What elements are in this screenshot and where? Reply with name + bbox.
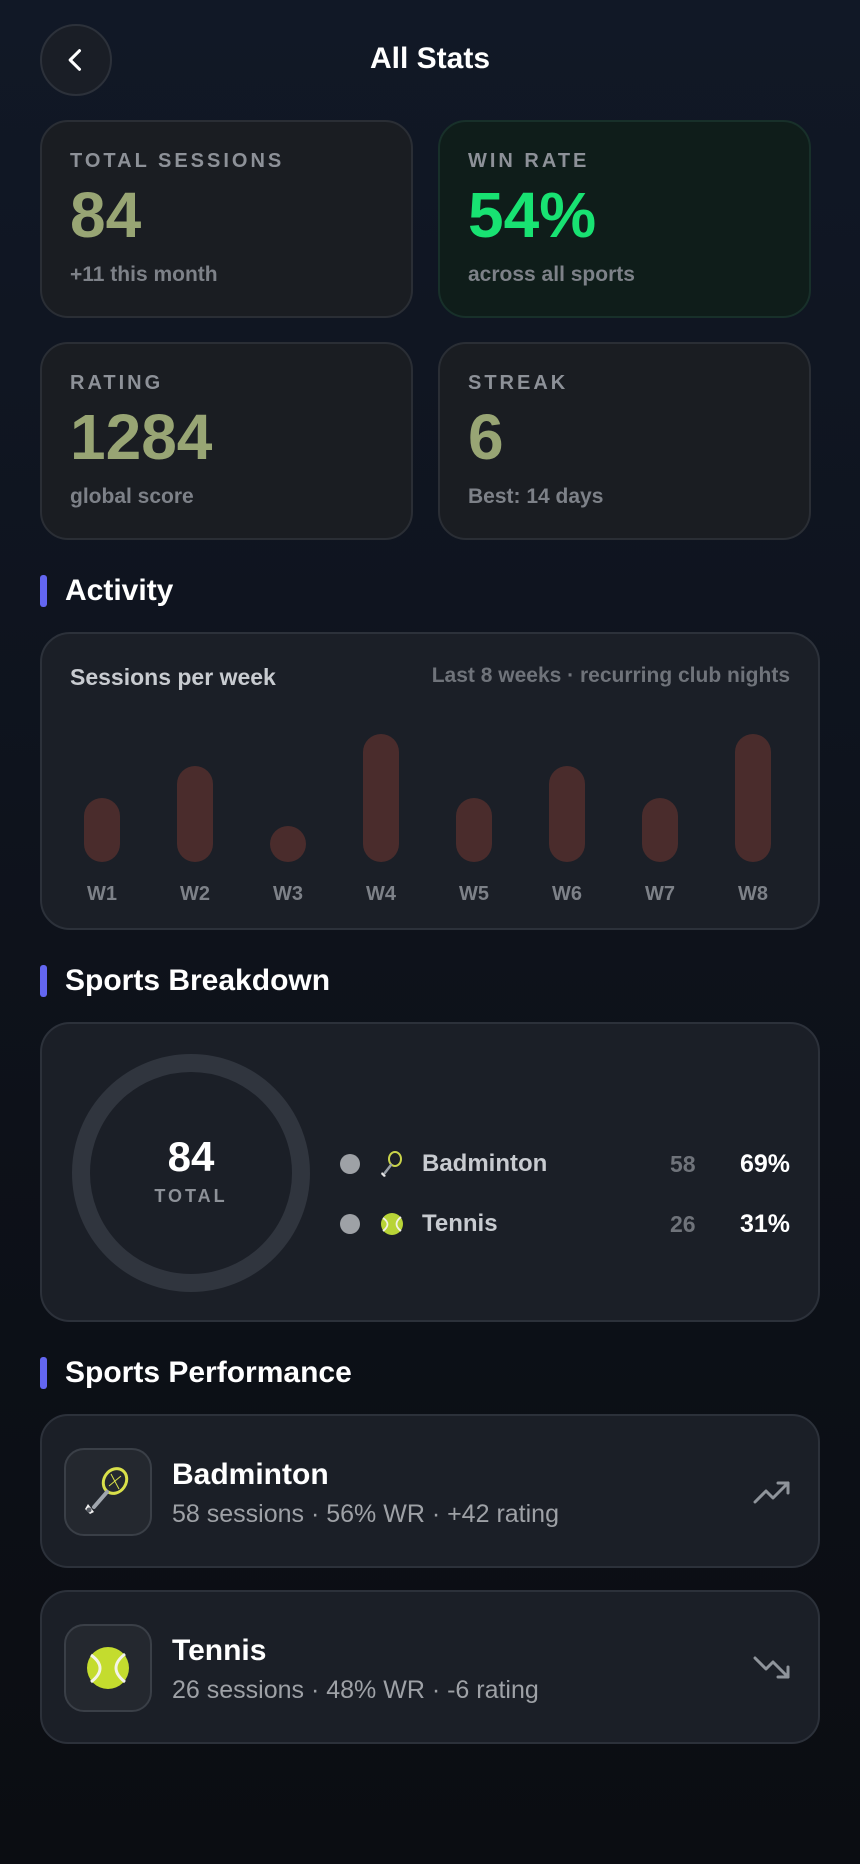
sport-name: Badminton xyxy=(172,1458,329,1491)
week-label: W8 xyxy=(738,883,768,905)
donut-chart: 84 TOTAL xyxy=(70,1052,312,1294)
week-label: W6 xyxy=(552,883,582,905)
section-accent-bar xyxy=(40,1357,47,1389)
week-label: W5 xyxy=(459,883,489,905)
donut-center: 84 TOTAL xyxy=(70,1136,312,1207)
week-label: W2 xyxy=(180,883,210,905)
stat-subtext: +11 this month xyxy=(70,263,218,286)
activity-bar-w1 xyxy=(84,798,120,862)
chart-header: Sessions per week Last 8 weeks · recurri… xyxy=(70,664,790,691)
badminton-icon xyxy=(85,1467,129,1514)
activity-bar-w2 xyxy=(177,766,213,862)
week-label: W4 xyxy=(366,883,397,905)
legend-dot xyxy=(340,1154,360,1174)
legend-row-tennis: Tennis 26 31% xyxy=(340,1204,790,1244)
legend-name: Tennis xyxy=(422,1210,498,1237)
legend-name: Badminton xyxy=(422,1150,548,1177)
stat-label: TOTAL SESSIONS xyxy=(70,150,285,172)
tennis-ball-icon xyxy=(381,1213,403,1235)
activity-bar-w7 xyxy=(642,798,678,862)
activity-bar-w3 xyxy=(270,826,306,862)
donut-total: 84 xyxy=(167,1133,215,1180)
legend-row-badminton: Badminton 58 69% xyxy=(340,1144,790,1184)
chevron-left-icon xyxy=(68,49,82,71)
stat-card-streak: STREAK 6 Best: 14 days xyxy=(438,342,811,540)
section-title-breakdown: Sports Breakdown xyxy=(40,964,331,997)
stat-label: RATING xyxy=(70,372,164,394)
stat-value: 84 xyxy=(70,179,142,251)
section-heading: Activity xyxy=(65,574,174,607)
stat-subtext: Best: 14 days xyxy=(468,485,604,508)
activity-bar-w4 xyxy=(363,734,399,862)
stat-value: 54% xyxy=(468,179,597,251)
tennis-ball-icon xyxy=(87,1647,129,1689)
stat-value: 1284 xyxy=(70,401,213,473)
week-label: W3 xyxy=(273,883,303,905)
legend-count: 58 xyxy=(670,1150,696,1177)
stat-subtext: across all sports xyxy=(468,263,635,286)
legend-dot xyxy=(340,1214,360,1234)
week-label: W1 xyxy=(87,883,117,905)
activity-bar-w5 xyxy=(456,798,492,862)
activity-bar-w8 xyxy=(735,734,771,862)
legend-count: 26 xyxy=(670,1210,696,1237)
performance-card-badminton[interactable]: Badminton 58 sessions · 56% WR · +42 rat… xyxy=(40,1414,820,1568)
stat-label: STREAK xyxy=(468,372,569,394)
section-title-performance: Sports Performance xyxy=(40,1356,352,1389)
performance-card-tennis[interactable]: Tennis 26 sessions · 48% WR · -6 rating xyxy=(40,1590,820,1744)
stat-label: WIN RATE xyxy=(468,150,590,172)
donut-total-label: TOTAL xyxy=(154,1186,228,1206)
badminton-icon xyxy=(381,1151,402,1177)
header: All Stats xyxy=(40,24,820,96)
stat-value: 6 xyxy=(468,401,504,473)
stat-subtext: global score xyxy=(70,485,194,508)
week-label: W7 xyxy=(645,883,675,905)
chart-title: Sessions per week xyxy=(70,664,276,690)
section-heading: Sports Performance xyxy=(65,1356,352,1389)
trending-up-icon xyxy=(753,1481,790,1504)
chart-subtitle: Last 8 weeks · recurring club nights xyxy=(431,664,790,687)
sport-detail: 58 sessions · 56% WR · +42 rating xyxy=(172,1500,559,1528)
donut-ring xyxy=(72,1054,310,1292)
stat-card-rating: RATING 1284 global score xyxy=(40,342,413,540)
sport-icon-box xyxy=(64,1624,152,1712)
legend-percent: 69% xyxy=(739,1149,790,1178)
back-button[interactable] xyxy=(40,24,112,96)
sport-name: Tennis xyxy=(172,1634,267,1667)
trending-down-icon xyxy=(753,1656,790,1679)
page-title: All Stats xyxy=(369,42,491,75)
section-accent-bar xyxy=(40,965,47,997)
stat-card-total-sessions: TOTAL SESSIONS 84 +11 this month xyxy=(40,120,413,318)
activity-chart-card: Sessions per week Last 8 weeks · recurri… xyxy=(40,632,820,930)
sports-breakdown-card: 84 TOTAL Badminton 58 69% Tennis 26 31% xyxy=(40,1022,820,1322)
stat-card-win-rate: WIN RATE 54% across all sports xyxy=(438,120,811,318)
sport-icon-box xyxy=(64,1448,152,1536)
legend-percent: 31% xyxy=(739,1209,790,1238)
section-accent-bar xyxy=(40,575,47,607)
section-heading: Sports Breakdown xyxy=(65,964,331,997)
section-title-activity: Activity xyxy=(40,574,174,607)
activity-bar-w6 xyxy=(549,766,585,862)
sessions-bar-chart: W1 W2 W3 W4 W5 W6 W7 W8 xyxy=(84,734,771,905)
sport-detail: 26 sessions · 48% WR · -6 rating xyxy=(172,1676,539,1704)
